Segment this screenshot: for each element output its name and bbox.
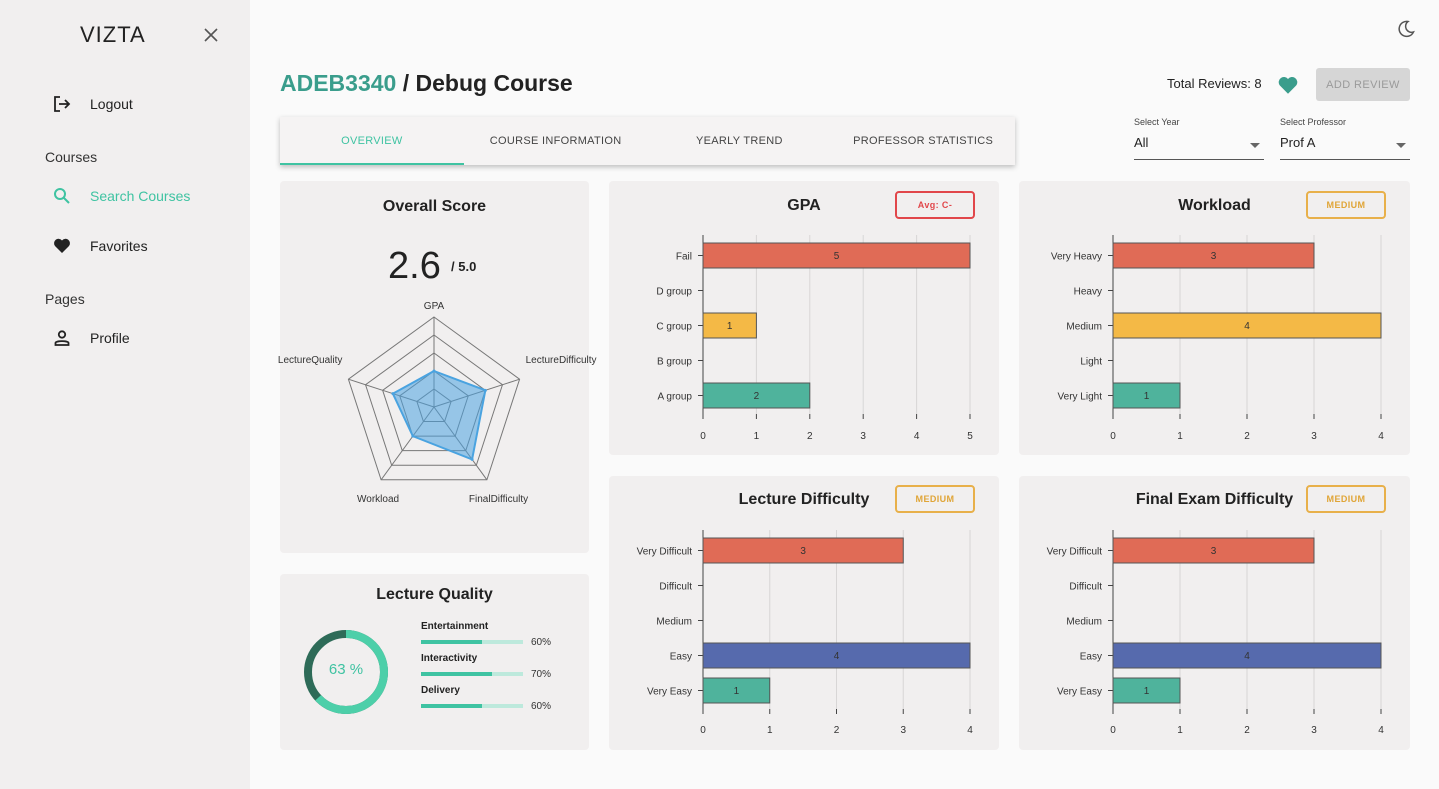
course-code: ADEB3340: [280, 70, 397, 96]
chevron-down-icon: [1396, 143, 1406, 148]
total-reviews: Total Reviews: 8: [1167, 76, 1262, 91]
interactivity-bar-fill: [421, 672, 493, 676]
title-separator: /: [396, 70, 416, 96]
final-exam-difficulty-title: Final Exam Difficulty: [1135, 491, 1294, 508]
chevron-down-icon: [1250, 143, 1260, 148]
page-title: ADEB3340 / Debug Course: [280, 70, 573, 97]
tab-course-information[interactable]: COURSE INFORMATION: [489, 135, 622, 147]
tab-professor-statistics[interactable]: PROFESSOR STATISTICS: [853, 135, 994, 147]
year-select-value-field[interactable]: All: [1134, 135, 1264, 160]
sidebar-item-label: Profile: [90, 330, 130, 346]
tab-yearly-trend[interactable]: YEARLY TREND: [696, 135, 783, 147]
overall-score-max: / 5.0: [451, 259, 477, 274]
logout-label: Logout: [90, 96, 133, 112]
entertainment-percent: 60%: [531, 637, 552, 648]
professor-select-value: Prof A: [1280, 135, 1316, 150]
delivery-label: Delivery: [421, 685, 460, 696]
final-exam-difficulty-card: Final Exam Difficulty MEDIUM: [1019, 476, 1410, 750]
lecture-quality-title: Lecture Quality: [376, 586, 493, 603]
sidebar-item-label: Favorites: [90, 238, 148, 254]
year-select[interactable]: Select Year All: [1134, 117, 1264, 160]
add-review-button[interactable]: ADD REVIEW: [1316, 68, 1410, 101]
gpa-title: GPA: [787, 197, 821, 214]
professor-select-value-field[interactable]: Prof A: [1280, 135, 1410, 160]
workload-card: Workload MEDIUM: [1019, 181, 1410, 455]
delivery-bar-fill: [421, 704, 483, 708]
overall-score-value: 2.6: [388, 245, 441, 287]
logout-button[interactable]: Logout: [0, 84, 250, 124]
lecture-difficulty-badge: MEDIUM: [895, 485, 975, 513]
delivery-percent: 60%: [531, 701, 552, 712]
entertainment-bar-fill: [421, 640, 483, 644]
favorite-heart-icon[interactable]: [1277, 74, 1299, 96]
entertainment-label: Entertainment: [421, 621, 489, 632]
final-exam-difficulty-badge: MEDIUM: [1306, 485, 1386, 513]
lecture-difficulty-title: Lecture Difficulty: [738, 491, 870, 508]
interactivity-percent: 70%: [531, 669, 552, 680]
interactivity-bar: [421, 672, 523, 676]
year-select-caption: Select Year: [1134, 117, 1180, 127]
professor-select[interactable]: Select Professor Prof A: [1280, 117, 1410, 160]
search-icon: [52, 186, 72, 206]
overall-score-card: Overall Score: [280, 181, 589, 553]
workload-badge: MEDIUM: [1306, 191, 1386, 219]
overall-score-title: Overall Score: [382, 198, 487, 215]
gpa-card: GPA Avg: C-: [609, 181, 999, 455]
tab-bar: OVERVIEW COURSE INFORMATION YEARLY TREND…: [280, 117, 1015, 165]
gpa-average-badge: Avg: C-: [895, 191, 975, 219]
professor-select-caption: Select Professor: [1280, 117, 1347, 127]
sidebar: VIZTA Logout Courses Search Courses Favo…: [0, 0, 250, 789]
sidebar-item-search-courses[interactable]: Search Courses: [0, 176, 250, 216]
courses-section-heading: Courses: [45, 149, 98, 165]
app-logo: VIZTA: [80, 22, 146, 47]
sidebar-item-favorites[interactable]: Favorites: [0, 226, 250, 266]
lecture-quality-percent: 63 %: [328, 661, 364, 678]
close-sidebar-icon[interactable]: [202, 26, 220, 44]
logout-icon: [52, 94, 72, 114]
pages-section-heading: Pages: [45, 291, 85, 307]
lecture-difficulty-card: Lecture Difficulty MEDIUM: [609, 476, 999, 750]
sidebar-item-profile[interactable]: Profile: [0, 318, 250, 358]
year-select-value: All: [1134, 135, 1149, 150]
person-icon: [52, 328, 72, 348]
sidebar-item-label: Search Courses: [90, 188, 191, 204]
delivery-bar: [421, 704, 523, 708]
interactivity-label: Interactivity: [421, 653, 478, 664]
workload-title: Workload: [1178, 197, 1251, 214]
heart-icon: [52, 236, 72, 256]
tab-overview[interactable]: OVERVIEW: [280, 117, 464, 165]
dark-mode-toggle-icon[interactable]: [1396, 19, 1416, 39]
course-name: Debug Course: [415, 70, 573, 96]
entertainment-bar: [421, 640, 523, 644]
